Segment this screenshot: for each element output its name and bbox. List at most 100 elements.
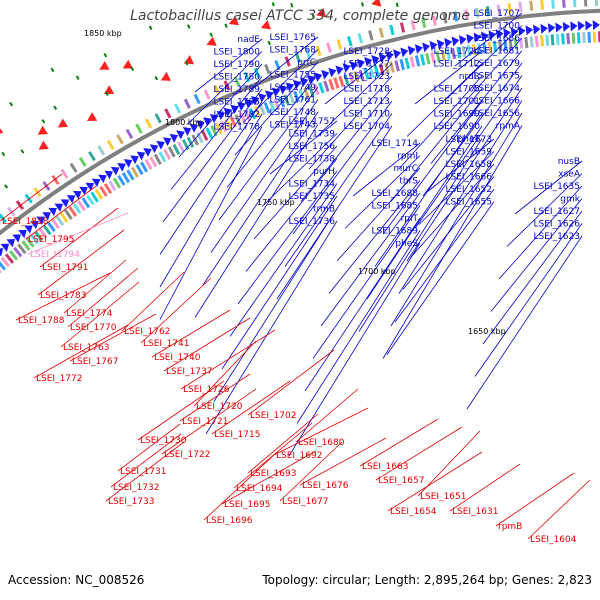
label-leader-line: [221, 195, 338, 370]
label-leader-line: [390, 88, 483, 202]
forward-gene-arrow: [24, 225, 33, 234]
scale-label: 1800 kbp: [165, 118, 203, 127]
cds-color-block: [60, 168, 69, 179]
gc-tick: [104, 91, 109, 96]
reverse-gene-label: LSEI_1693: [250, 469, 296, 479]
forward-gene-arrow: [525, 25, 534, 36]
reverse-gene-arrow: [371, 0, 382, 7]
label-leader-line: [414, 75, 523, 229]
forward-gene-arrow: [285, 82, 295, 92]
forward-gene-arrow: [12, 234, 21, 243]
cds-color-block: [234, 114, 242, 126]
cds-color-block: [456, 46, 462, 59]
label-leader-line: [406, 63, 483, 137]
label-leader-line: [39, 207, 119, 268]
forward-gene-label: rpmI: [397, 152, 418, 162]
forward-gene-arrow: [278, 85, 288, 95]
forward-gene-label: prfC: [297, 58, 316, 68]
cds-color-block: [135, 164, 144, 176]
reverse-gene-arrow: [37, 125, 49, 135]
reverse-gene-label: LSEI_1818: [2, 217, 49, 227]
forward-gene-arrow: [72, 190, 82, 200]
forward-gene-label: LSEI_1689: [372, 227, 419, 237]
forward-gene-label: LSEI_1659: [446, 148, 493, 158]
cds-color-block: [9, 250, 19, 261]
reverse-gene-label: LSEI_1702: [250, 411, 296, 421]
cds-color-block: [496, 4, 502, 15]
forward-gene-arrow: [18, 229, 27, 239]
label-leader-line: [180, 329, 276, 390]
label-leader-line: [276, 125, 393, 300]
forward-gene-arrow: [0, 248, 4, 257]
label-leader-line: [527, 479, 591, 540]
label-leader-line: [234, 61, 319, 156]
cds-color-block: [51, 218, 60, 229]
gc-tick: [311, 14, 315, 19]
label-leader-line: [414, 50, 483, 105]
label-leader-line: [352, 142, 421, 197]
cds-color-block: [572, 0, 577, 8]
cds-color-block: [451, 47, 457, 60]
cds-color-block: [288, 92, 295, 105]
genome-summary-text: Topology: circular; Length: 2,895,264 bp…: [262, 573, 592, 587]
label-leader-line: [506, 173, 583, 247]
cds-color-block: [587, 31, 591, 43]
forward-gene-arrow: [540, 23, 548, 34]
cds-color-block: [368, 66, 375, 79]
forward-gene-label: LSEI_1699: [434, 110, 481, 120]
forward-gene-arrow: [393, 49, 402, 60]
gc-tick: [154, 75, 159, 81]
label-leader-line: [179, 373, 251, 422]
cds-color-block: [435, 50, 441, 63]
cds-color-block: [220, 120, 228, 133]
cds-color-block: [249, 108, 257, 120]
forward-gene-arrow: [385, 51, 394, 61]
forward-gene-label: LSEI_1743: [270, 121, 316, 131]
forward-gene-label: LSEI_1679: [474, 59, 521, 69]
cds-color-block: [414, 55, 421, 67]
feature-layer: [0, 0, 600, 274]
cds-color-block: [81, 197, 91, 209]
cds-color-block: [196, 132, 204, 144]
cds-color-block: [130, 166, 140, 178]
reverse-gene-label: LSEI_1726: [183, 385, 230, 395]
reverse-gene-label: LSEI_1677: [282, 497, 328, 507]
label-leader-line: [194, 38, 263, 93]
cds-color-block: [69, 162, 78, 173]
cds-color-block: [336, 39, 343, 50]
forward-gene-arrow: [6, 238, 16, 248]
cds-color-block: [144, 118, 153, 129]
forward-gene-label: LSEI_1718: [344, 85, 391, 95]
forward-gene-arrow: [0, 243, 10, 252]
forward-gene-label: pheS: [395, 239, 418, 249]
label-leader-line: [33, 324, 129, 379]
forward-gene-label: LSEI_1652: [446, 185, 492, 195]
label-leader-line: [27, 212, 129, 255]
cds-color-block: [471, 44, 477, 56]
cds-color-block: [97, 145, 106, 156]
label-leader-line: [312, 205, 421, 359]
cds-color-block: [399, 22, 406, 33]
label-leader-line: [159, 101, 263, 255]
forward-gene-label: LSEI_1739: [289, 130, 336, 140]
forward-gene-arrow: [130, 155, 139, 165]
forward-gene-label: LSEI_1656: [474, 109, 521, 119]
cds-color-block: [338, 75, 345, 88]
rna-gene-label: LSEI_t1794: [30, 250, 80, 260]
label-leader-line: [438, 37, 523, 132]
cds-color-block: [72, 203, 82, 215]
cds-color-block: [13, 246, 23, 258]
forward-gene-label: LSEI_1688: [372, 189, 419, 199]
cds-color-block: [404, 57, 411, 70]
label-leader-line: [514, 160, 583, 215]
gc-tick: [361, 2, 364, 7]
cds-color-block: [328, 78, 335, 91]
gc-tick: [50, 67, 55, 73]
cds-color-block: [410, 19, 416, 31]
cds-color-block: [440, 49, 446, 62]
forward-gene-label: LSEI_1690: [434, 122, 481, 132]
forward-gene-label: purH: [313, 167, 335, 177]
forward-gene-label: LSEI_1658: [446, 160, 493, 170]
forward-gene-label: LSEI_1757: [289, 117, 335, 127]
forward-gene-arrow: [466, 33, 475, 44]
